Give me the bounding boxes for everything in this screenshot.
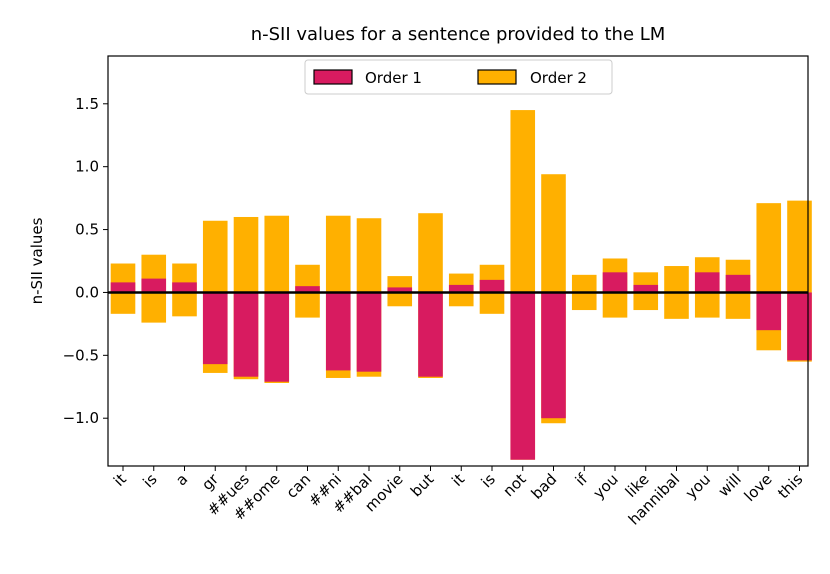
y-tick-label: −0.5 bbox=[63, 346, 99, 364]
bar-order-2-neg bbox=[602, 292, 628, 318]
bar-order-2-pos bbox=[571, 274, 597, 293]
bar-order-2-neg bbox=[448, 292, 474, 307]
bar-order-2-pos bbox=[264, 215, 290, 293]
bar-order-1 bbox=[356, 292, 382, 372]
bar-order-2-neg bbox=[694, 292, 720, 318]
bar-order-2-neg bbox=[571, 292, 597, 311]
legend-box bbox=[304, 59, 613, 95]
bar-order-2-pos bbox=[418, 213, 443, 293]
x-tick-label: not bbox=[499, 470, 529, 500]
bar-order-1 bbox=[387, 287, 413, 293]
bar-order-2-neg bbox=[295, 292, 320, 318]
y-tick-label: 1.0 bbox=[75, 158, 99, 176]
bar-order-2-neg bbox=[479, 292, 505, 314]
bar-order-1 bbox=[633, 284, 659, 293]
y-axis-label: n-SII values bbox=[28, 217, 46, 304]
bar-order-2-neg bbox=[725, 292, 751, 319]
legend-label-order-2: Order 2 bbox=[530, 69, 587, 87]
bar-order-2-pos bbox=[664, 266, 689, 293]
bar-order-1 bbox=[479, 279, 505, 293]
legend: Order 1 Order 2 bbox=[304, 59, 613, 95]
x-tick-label: will bbox=[715, 470, 745, 500]
bar-order-2-pos bbox=[756, 203, 782, 293]
bar-order-1 bbox=[602, 272, 628, 293]
x-tick-label: you bbox=[682, 470, 714, 502]
x-tick-label: this bbox=[774, 470, 806, 502]
bar-order-1 bbox=[141, 278, 167, 293]
bar-order-1 bbox=[233, 292, 259, 377]
plot-frame bbox=[107, 55, 809, 467]
bar-order-1 bbox=[264, 292, 290, 382]
y-tick-label: 0.5 bbox=[75, 221, 99, 239]
x-tick-label: it bbox=[110, 470, 130, 490]
bar-order-1 bbox=[295, 286, 320, 293]
bar-order-1 bbox=[172, 282, 197, 293]
x-tick-label: if bbox=[572, 470, 592, 490]
bar-order-1 bbox=[110, 282, 136, 293]
bar-order-2-neg bbox=[387, 292, 413, 307]
x-tick-label: you bbox=[590, 470, 622, 502]
bar-order-1 bbox=[694, 272, 720, 293]
bar-order-1 bbox=[202, 292, 228, 365]
x-tick-label: is bbox=[478, 470, 499, 491]
order-1-bars bbox=[110, 272, 812, 460]
y-axis: −1.0 −0.5 0.0 0.5 1.0 1.5 bbox=[63, 95, 108, 427]
x-tick-label: is bbox=[139, 470, 160, 491]
y-tick-label: 1.5 bbox=[75, 95, 99, 113]
bar-order-1 bbox=[725, 274, 751, 293]
bar-order-2-pos bbox=[202, 220, 228, 293]
bar-order-1 bbox=[756, 292, 782, 331]
bar-order-2-neg bbox=[664, 292, 689, 319]
bar-order-1 bbox=[418, 292, 443, 377]
x-tick-label: a bbox=[172, 470, 191, 489]
bar-order-2-pos bbox=[325, 215, 351, 293]
bar-order-2-pos bbox=[510, 110, 536, 293]
y-tick-label: 0.0 bbox=[75, 283, 99, 301]
legend-label-order-1: Order 1 bbox=[365, 69, 422, 87]
y-tick-label: −1.0 bbox=[63, 409, 99, 427]
bar-order-1 bbox=[448, 284, 474, 293]
bar-order-2-neg bbox=[141, 292, 167, 323]
bar-order-2-pos bbox=[233, 216, 259, 293]
bar-order-2-neg bbox=[110, 292, 136, 314]
legend-swatch-order-2 bbox=[477, 69, 517, 85]
bar-order-1 bbox=[541, 292, 566, 419]
bar-order-1 bbox=[325, 292, 351, 371]
bar-order-2-neg bbox=[633, 292, 659, 311]
x-tick-label: but bbox=[407, 470, 437, 500]
x-tick-label: love bbox=[741, 470, 776, 505]
legend-swatch-order-1 bbox=[313, 69, 353, 85]
bar-order-1 bbox=[510, 292, 536, 460]
x-tick-label: bad bbox=[528, 470, 561, 503]
bar-order-2-pos bbox=[356, 218, 382, 293]
bar-order-2-pos bbox=[541, 174, 566, 293]
bar-order-2-neg bbox=[172, 292, 197, 317]
chart-title: n-SII values for a sentence provided to … bbox=[251, 24, 666, 45]
x-tick-label: it bbox=[448, 470, 468, 490]
